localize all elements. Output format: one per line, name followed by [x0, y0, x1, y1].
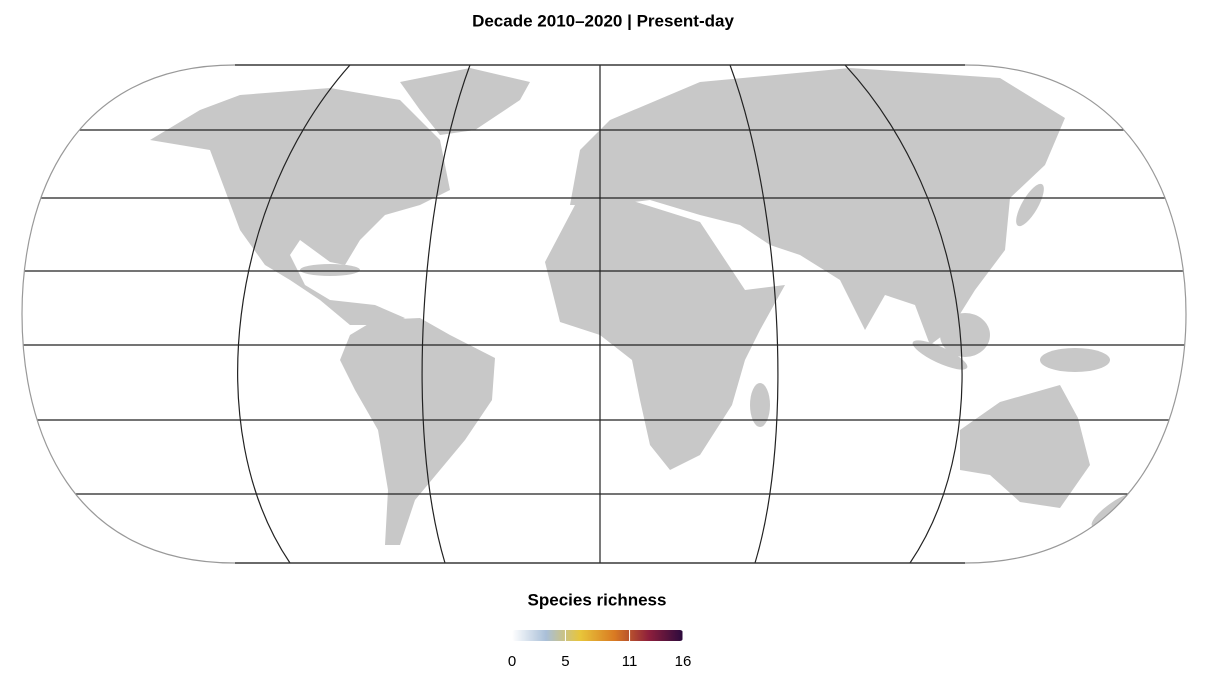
map — [22, 65, 1186, 563]
colorbar — [512, 630, 683, 641]
land — [150, 68, 1139, 545]
legend: 0 5 11 16 — [508, 630, 692, 670]
colorbar-tick-label: 11 — [622, 653, 638, 670]
colorbar-tick-label: 5 — [561, 653, 569, 670]
map-title: Decade 2010–2020 | Present-day — [472, 11, 734, 30]
colorbar-tick-label: 16 — [675, 653, 692, 670]
legend-title: Species richness — [528, 590, 667, 609]
colorbar-tick-label: 0 — [508, 653, 516, 670]
graticule — [22, 65, 1186, 563]
